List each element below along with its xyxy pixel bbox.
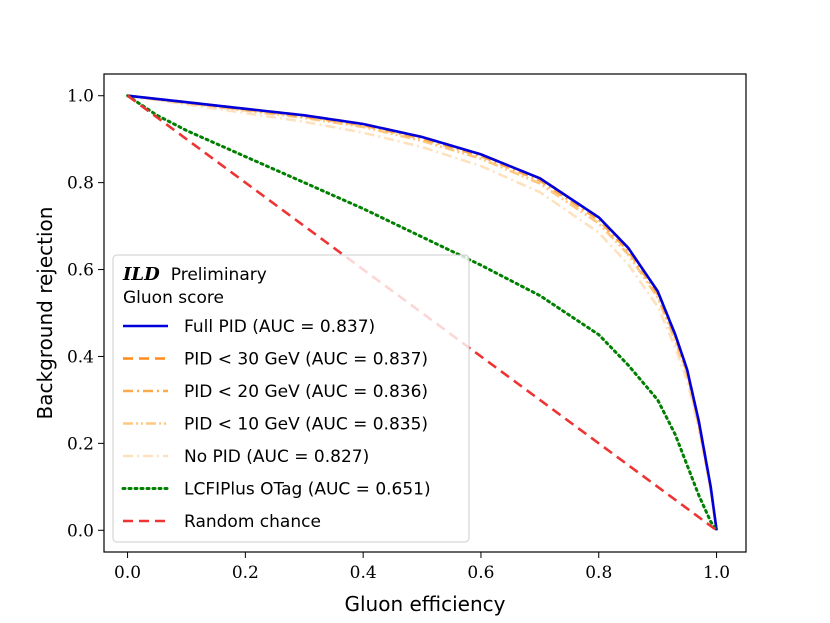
- y-tick-label: 0.0: [67, 521, 94, 541]
- legend: ILD Preliminary Gluon score Full PID (AU…: [112, 254, 470, 543]
- y-axis-label: Background rejection: [33, 207, 57, 420]
- legend-entries: Full PID (AUC = 0.837) PID < 30 GeV (AUC …: [121, 317, 431, 532]
- series-line-5: [126, 94, 719, 532]
- legend-entry-label: PID < 10 GeV (AUC = 0.835): [184, 415, 428, 435]
- curves-group: [126, 94, 719, 532]
- x-axis-label: Gluon efficiency: [344, 592, 505, 616]
- y-tick-label: 1.0: [67, 87, 94, 107]
- x-tick-label: 0.2: [232, 563, 259, 583]
- y-ticks: 0.0 0.2 0.4 0.6 0.8 1.0: [67, 87, 104, 541]
- legend-title-preliminary: Preliminary: [171, 265, 267, 285]
- legend-title-ild: ILD: [122, 264, 160, 285]
- x-tick-label: 1.0: [703, 563, 730, 583]
- legend-subtitle: Gluon score: [123, 288, 224, 308]
- legend-entry-label: No PID (AUC = 0.827): [184, 447, 369, 467]
- y-tick-label: 0.4: [67, 347, 94, 367]
- legend-title: ILD Preliminary: [122, 264, 267, 285]
- legend-entry-label: PID < 20 GeV (AUC = 0.836): [184, 382, 428, 402]
- y-tick-label: 0.8: [67, 174, 94, 194]
- y-tick-label: 0.2: [67, 434, 94, 454]
- legend-entry-label: Full PID (AUC = 0.837): [184, 317, 375, 337]
- x-tick-label: 0.4: [350, 563, 377, 583]
- legend-frame: [112, 254, 470, 543]
- legend-entry-label: LCFIPlus OTag (AUC = 0.651): [184, 480, 431, 500]
- series-line-0: [127, 94, 718, 531]
- x-tick-label: 0.6: [467, 563, 494, 583]
- x-ticks: 0.0 0.2 0.4 0.6 0.8 1.0: [114, 552, 730, 583]
- legend-entry-label: PID < 30 GeV (AUC = 0.837): [184, 350, 428, 370]
- x-tick-label: 0.8: [585, 563, 612, 583]
- axes-frame: [103, 73, 747, 553]
- legend-entry-label: Random chance: [184, 512, 321, 532]
- y-tick-label: 0.6: [67, 261, 94, 281]
- x-tick-label: 0.0: [114, 563, 141, 583]
- series-line-6: [126, 94, 718, 532]
- series-line-4: [127, 94, 718, 531]
